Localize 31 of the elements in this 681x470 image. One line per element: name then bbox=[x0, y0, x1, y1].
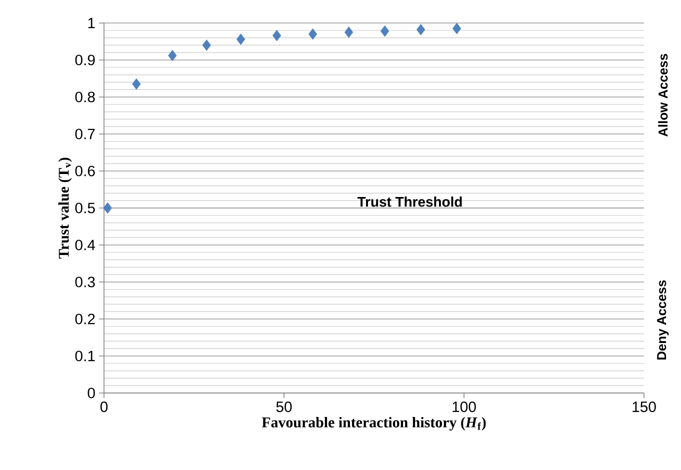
y-tick-label: 0.3 bbox=[75, 276, 95, 288]
y-tick-label: 0.2 bbox=[75, 314, 95, 324]
x-tick-label: 150 bbox=[632, 402, 656, 412]
y-tick-label: 0.7 bbox=[75, 128, 95, 140]
point bbox=[103, 202, 112, 214]
point bbox=[308, 28, 318, 40]
text: Allow Access bbox=[658, 54, 668, 137]
y-tick-label: 0.4 bbox=[75, 240, 96, 250]
x-tick-label: 100 bbox=[452, 402, 476, 412]
y-tick-label: 0.1 bbox=[75, 350, 95, 362]
y-tick-label: 0.5 bbox=[75, 202, 95, 214]
y-tick-label: 1 bbox=[88, 18, 95, 28]
point bbox=[132, 78, 141, 90]
text: Deny Access bbox=[657, 280, 669, 360]
point bbox=[416, 24, 426, 36]
point bbox=[452, 22, 462, 34]
x-tick-label: 0 bbox=[100, 402, 108, 412]
y-axis-title: Trust value (T$_{v}$) bbox=[58, 158, 72, 259]
y-tick-label: 0.9 bbox=[75, 54, 95, 66]
point bbox=[272, 30, 282, 42]
y-tick-label: 0.6 bbox=[75, 166, 95, 176]
ref-line-label: Trust Threshold bbox=[357, 196, 462, 207]
point bbox=[236, 34, 246, 45]
point bbox=[202, 40, 211, 51]
point bbox=[344, 26, 354, 38]
x-tick-label: 50 bbox=[276, 402, 292, 412]
y-tick-label: 0.8 bbox=[75, 92, 95, 102]
x-axis-title: Favourable interaction history (H$_{f}$) bbox=[262, 416, 486, 431]
point bbox=[168, 50, 177, 62]
point bbox=[380, 25, 390, 37]
y-tick-label: 0 bbox=[88, 388, 95, 398]
